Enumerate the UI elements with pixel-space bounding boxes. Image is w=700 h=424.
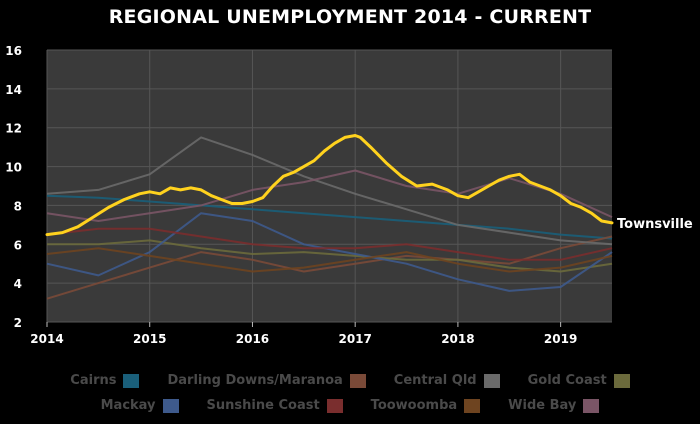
series-line-darling-downs-maranoa: [46, 235, 613, 300]
legend-swatch: [326, 398, 343, 413]
legend-item: Mackay: [101, 398, 179, 413]
legend-swatch: [483, 373, 500, 388]
x-tick-label: 2015: [133, 332, 166, 346]
legend-label: Gold Coast: [527, 373, 607, 388]
legend-swatch: [464, 398, 481, 413]
grid-lines: [46, 49, 612, 323]
y-tick-label: 12: [5, 122, 22, 136]
y-tick-label: 8: [14, 199, 22, 213]
legend-item: Sunshine Coast: [207, 398, 343, 413]
y-tick-label: 4: [14, 277, 22, 291]
x-tick-label: 2018: [441, 332, 474, 346]
x-tick-label: 2019: [544, 332, 577, 346]
y-axis: 2 4 6 8 10 12 14 16: [5, 44, 22, 330]
legend-swatch: [583, 398, 600, 413]
legend-item: Toowoomba: [371, 398, 481, 413]
legend-swatch: [123, 373, 140, 388]
legend-row-1: Cairns Darling Downs/Maranoa Central Qld Go…: [0, 373, 700, 388]
series-line-gold-coast: [47, 239, 613, 273]
legend-label: Cairns: [70, 373, 117, 388]
legend-swatch: [162, 398, 179, 413]
legend-label: Central Qld: [393, 373, 477, 388]
y-tick-label: 16: [5, 44, 22, 58]
x-tick-label: 2014: [30, 332, 63, 346]
legend-item: Wide Bay: [508, 398, 600, 413]
legend-item: Gold Coast: [528, 373, 630, 388]
x-tick-label: 2016: [236, 332, 269, 346]
series-line-toowoomba: [46, 247, 613, 273]
legend-item: Cairns: [70, 373, 140, 388]
legend-label: Sunshine Coast: [206, 398, 320, 413]
legend-swatch: [613, 373, 630, 388]
x-tick-label: 2017: [338, 332, 371, 346]
y-tick-label: 10: [5, 161, 22, 175]
chart-title: REGIONAL UNEMPLOYMENT 2014 - CURRENT: [108, 6, 592, 28]
legend-swatch: [349, 373, 366, 388]
series-line-sunshine-coast: [46, 227, 613, 261]
y-tick-label: 6: [14, 238, 22, 252]
legend-item: Darling Downs/Maranoa: [167, 373, 366, 388]
x-axis: 2014 2015 2016 2017 2018 2019: [30, 322, 577, 346]
highlight-series: Townsville: [45, 134, 693, 237]
legend-label: Toowoomba: [370, 398, 458, 413]
series-line-wide-bay: [46, 169, 613, 222]
legend-item: Central Qld: [394, 373, 500, 388]
townsville-label: Townsville: [617, 217, 693, 232]
background-series: [46, 136, 613, 300]
legend-label: Mackay: [100, 398, 156, 413]
series-line-cairns: [46, 194, 613, 240]
legend-label: Wide Bay: [508, 398, 577, 413]
y-tick-label: 2: [14, 316, 22, 330]
series-line-central-qld: [46, 136, 613, 246]
legend-row-2: Mackay Sunshine Coast Toowoomba Wide Bay: [0, 398, 700, 413]
series-line-townsville: [45, 134, 614, 237]
legend-label: Darling Downs/Maranoa: [167, 373, 343, 388]
y-tick-label: 14: [5, 83, 22, 97]
